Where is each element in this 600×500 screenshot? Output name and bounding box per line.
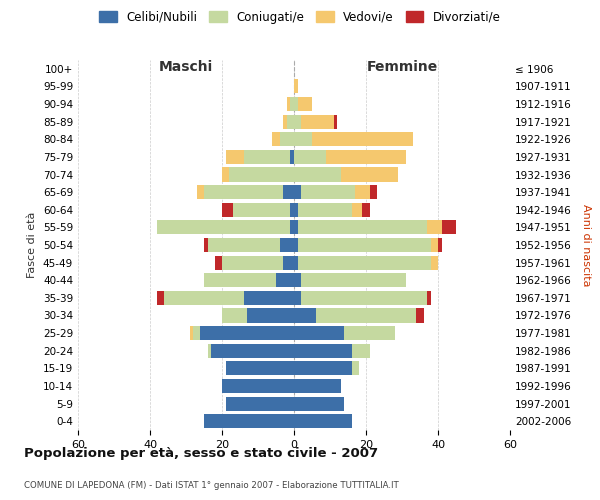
Bar [222,379,294,393]
Bar [362,202,370,217]
Bar [301,273,406,287]
Bar [290,220,294,234]
Bar [334,114,337,128]
Bar [427,220,442,234]
Bar [298,97,312,111]
Bar [290,202,294,217]
Bar [244,291,294,305]
Bar [301,114,334,128]
Bar [298,238,431,252]
Text: Maschi: Maschi [159,60,213,74]
Bar [294,150,326,164]
Bar [226,150,244,164]
Bar [294,414,352,428]
Bar [298,220,427,234]
Bar [157,291,164,305]
Bar [341,168,398,181]
Text: Popolazione per età, sesso e stato civile - 2007: Popolazione per età, sesso e stato civil… [24,448,378,460]
Bar [326,150,406,164]
Text: Femmine: Femmine [367,60,437,74]
Bar [294,308,316,322]
Bar [287,114,294,128]
Bar [190,326,193,340]
Bar [438,238,442,252]
Bar [294,379,341,393]
Text: COMUNE DI LAPEDONA (FM) - Dati ISTAT 1° gennaio 2007 - Elaborazione TUTTITALIA.I: COMUNE DI LAPEDONA (FM) - Dati ISTAT 1° … [24,480,399,490]
Bar [157,220,290,234]
Bar [233,202,290,217]
Bar [294,291,301,305]
Bar [283,185,294,199]
Bar [294,97,298,111]
Bar [222,168,229,181]
Bar [294,202,298,217]
Bar [352,202,362,217]
Bar [283,256,294,270]
Bar [200,326,294,340]
Bar [197,185,204,199]
Bar [204,273,276,287]
Bar [355,185,370,199]
Bar [204,414,294,428]
Bar [294,132,312,146]
Bar [294,273,301,287]
Bar [301,185,355,199]
Bar [352,344,370,358]
Bar [312,132,413,146]
Bar [229,168,294,181]
Bar [294,362,352,376]
Bar [208,344,211,358]
Bar [298,256,431,270]
Legend: Celibi/Nubili, Coniugati/e, Vedovi/e, Divorziati/e: Celibi/Nubili, Coniugati/e, Vedovi/e, Di… [95,6,505,28]
Bar [290,150,294,164]
Bar [294,326,344,340]
Bar [204,238,208,252]
Bar [287,97,290,111]
Bar [294,80,298,94]
Bar [298,202,352,217]
Bar [352,362,359,376]
Bar [316,308,416,322]
Bar [294,168,341,181]
Bar [222,256,283,270]
Bar [272,132,280,146]
Bar [416,308,424,322]
Bar [283,114,287,128]
Bar [294,256,298,270]
Bar [427,291,431,305]
Bar [276,273,294,287]
Bar [301,291,427,305]
Y-axis label: Fasce di età: Fasce di età [28,212,37,278]
Bar [294,114,301,128]
Bar [226,396,294,410]
Bar [294,396,344,410]
Bar [294,185,301,199]
Bar [222,202,233,217]
Bar [193,326,200,340]
Bar [431,256,438,270]
Bar [222,308,247,322]
Bar [290,97,294,111]
Bar [294,238,298,252]
Bar [208,238,280,252]
Bar [215,256,222,270]
Bar [244,150,290,164]
Bar [344,326,395,340]
Bar [211,344,294,358]
Bar [442,220,456,234]
Bar [226,362,294,376]
Bar [164,291,244,305]
Y-axis label: Anni di nascita: Anni di nascita [581,204,591,286]
Bar [204,185,283,199]
Bar [294,344,352,358]
Bar [431,238,438,252]
Bar [280,238,294,252]
Bar [280,132,294,146]
Bar [294,220,298,234]
Bar [247,308,294,322]
Bar [370,185,377,199]
